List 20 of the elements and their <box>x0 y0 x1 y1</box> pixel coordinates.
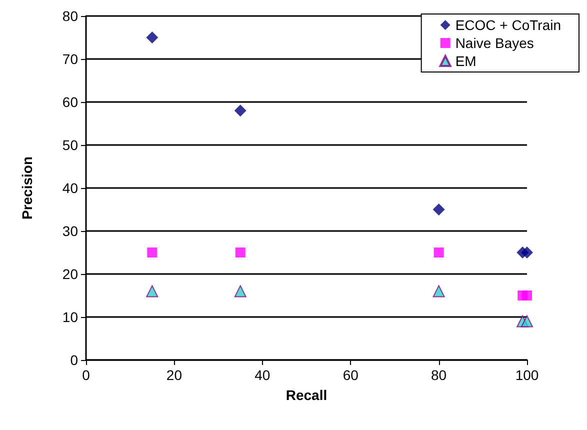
legend-label: ECOC + CoTrain <box>455 17 562 33</box>
x-tick-label: 40 <box>254 367 270 383</box>
x-tick-label: 80 <box>431 367 447 383</box>
y-tick-label: 0 <box>70 352 78 368</box>
x-axis-title: Recall <box>286 387 328 403</box>
y-tick-label: 50 <box>62 137 78 153</box>
x-tick-label: 20 <box>166 367 182 383</box>
legend-label: EM <box>455 53 476 69</box>
y-axis-title: Precision <box>19 156 35 220</box>
legend-label: Naive Bayes <box>455 35 534 51</box>
y-tick-label: 30 <box>62 223 78 239</box>
y-tick-label: 40 <box>62 180 78 196</box>
y-tick-label: 60 <box>62 94 78 110</box>
y-tick-label: 10 <box>62 309 78 325</box>
x-tick-label: 0 <box>82 367 90 383</box>
y-tick-label: 70 <box>62 51 78 67</box>
y-tick-label: 80 <box>62 8 78 24</box>
y-tick-label: 20 <box>62 266 78 282</box>
x-tick-label: 100 <box>515 367 539 383</box>
x-tick-label: 60 <box>342 367 359 383</box>
